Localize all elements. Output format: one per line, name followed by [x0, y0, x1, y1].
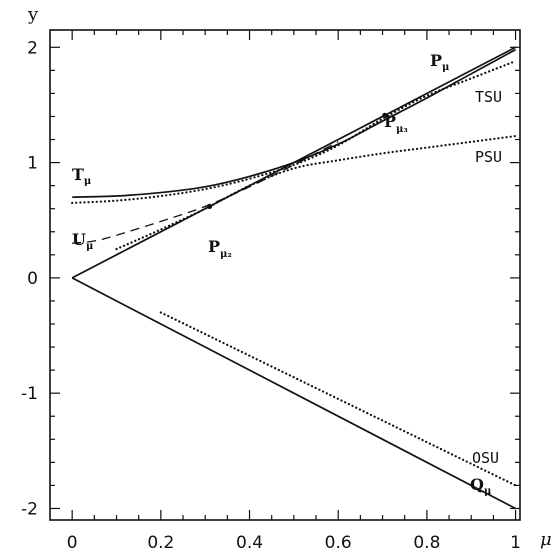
label-osu: OSU	[472, 449, 499, 467]
y-axis-label: y	[27, 4, 39, 25]
series-u-	[72, 141, 339, 244]
y-tick-label: -1	[21, 384, 38, 404]
plot-frame	[49, 29, 521, 521]
marked-point	[207, 203, 213, 209]
x-tick-label: 0.8	[413, 533, 440, 553]
label-p-mu: Pμ	[430, 51, 449, 73]
x-tick-label: 0.4	[236, 533, 263, 553]
series-layer	[71, 46, 517, 510]
y-tick-label: 1	[27, 154, 38, 174]
series-psu	[115, 134, 517, 251]
x-tick-label: 0.6	[325, 533, 352, 553]
label-tsu: TSU	[475, 88, 502, 106]
label-psu: PSU	[475, 148, 502, 166]
x-tick-label: 0.2	[147, 533, 174, 553]
label-u-mu: Uμ	[72, 230, 93, 252]
y-tick-label: 2	[27, 38, 38, 58]
marked-point	[382, 112, 388, 118]
label-p-mu2: Pμ₂	[208, 237, 232, 260]
annotations: y μ Pμ Qμ Tμ Uμ Pμ₂ Pμ₃ TSU PSU OSU	[27, 4, 552, 550]
series-osu	[159, 311, 517, 487]
series-tsu	[71, 60, 517, 205]
x-tick-label: 1	[510, 533, 521, 553]
ticks	[50, 30, 520, 520]
label-p-mu3: Pμ₃	[384, 112, 408, 135]
x-axis-label: μ	[540, 529, 552, 550]
series-q-	[71, 277, 516, 510]
label-q-mu: Qμ	[470, 475, 491, 497]
y-tick-label: -2	[21, 499, 38, 519]
tick-labels: 0 0.2 0.4 0.6 0.8 1 -2 -1 0 1 2	[21, 38, 521, 553]
y-tick-label: 0	[27, 269, 38, 289]
label-t-mu: Tμ	[72, 165, 91, 187]
x-tick-label: 0	[67, 533, 78, 553]
